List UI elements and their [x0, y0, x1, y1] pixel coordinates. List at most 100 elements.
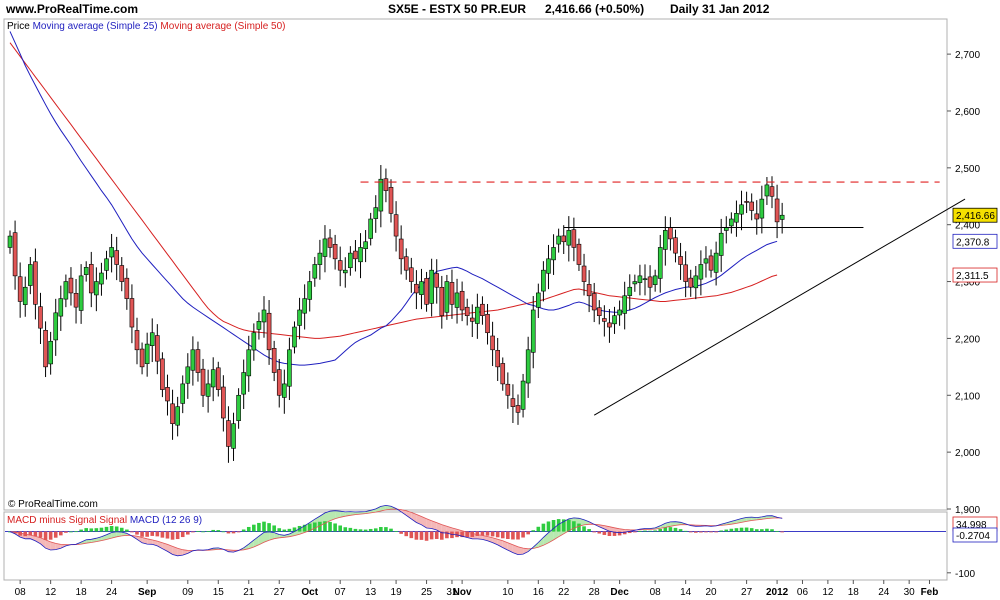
macd-hist-bar: [709, 531, 713, 533]
last-value-badge: [952, 527, 998, 543]
y-tick-label: 2,600: [955, 107, 980, 118]
candle-body: [469, 317, 475, 322]
instrument-name: SX5E - ESTX 50 PR.EUR: [388, 2, 527, 16]
legend-ma50[interactable]: Moving average (Simple 50): [160, 21, 286, 32]
macd-signal-fill: [147, 538, 153, 545]
price-legend: Price Moving average (Simple 25) Moving …: [7, 21, 285, 32]
macd-hist-bar: [180, 531, 185, 538]
macd-signal-fill: [172, 546, 178, 556]
candle-body: [302, 298, 307, 314]
macd-signal-fill: [416, 514, 422, 525]
x-tick-label: 27: [741, 587, 753, 598]
x-tick-label: 19: [391, 587, 403, 598]
x-tick-label: 31: [446, 587, 458, 598]
macd-hist-bar: [399, 531, 403, 534]
macd-signal-fill: [624, 529, 630, 533]
macd-signal-fill: [142, 537, 148, 545]
candle-body: [180, 383, 186, 404]
candle-body: [551, 247, 556, 261]
candle-body: [221, 386, 226, 419]
candle-body: [282, 383, 287, 398]
candle-body: [337, 260, 343, 271]
candle-body: [429, 269, 434, 304]
watermark: © ProRealTime.com: [8, 499, 98, 510]
legend-ma25[interactable]: Moving average (Simple 25): [32, 21, 158, 32]
macd-hist-bar: [221, 531, 226, 533]
candle-body: [439, 286, 445, 316]
site-title[interactable]: www.ProRealTime.com: [6, 2, 139, 16]
candle-body: [556, 235, 561, 245]
macd-hist-bar: [318, 521, 322, 532]
y-tick-label: 2,100: [955, 391, 980, 402]
macd-hist-bar: [186, 531, 190, 535]
last-value-label: 2,370.8: [956, 237, 990, 248]
ma25-line: [9, 31, 778, 366]
candle-body: [424, 278, 429, 305]
candle-body: [205, 383, 211, 397]
macd-hist-bar: [760, 529, 764, 532]
macd-hist-bar: [368, 528, 373, 532]
macd-hist-bar: [526, 531, 530, 535]
candle-body: [58, 298, 64, 317]
candle-body: [713, 252, 719, 273]
macd-signal-fill: [614, 527, 620, 533]
candle-body: [403, 256, 409, 271]
candle-body: [53, 312, 59, 341]
macd-hist-bar: [18, 531, 22, 536]
candle-body: [175, 406, 180, 426]
x-tick-label: 21: [243, 587, 255, 598]
macd-hist-bar: [622, 531, 627, 535]
macd-hist-bar: [307, 523, 312, 532]
candle-body: [63, 281, 69, 300]
candle-body: [561, 235, 567, 243]
candle-body: [12, 232, 18, 277]
macd-hist-bar: [627, 531, 632, 534]
macd-hist-bar: [495, 531, 500, 538]
candle-body: [749, 201, 754, 211]
macd-signal-fill: [116, 531, 122, 537]
x-tick-label: 06: [797, 587, 809, 598]
macd-hist-bar: [89, 528, 94, 532]
y-tick-label: 1,900: [955, 505, 980, 516]
candle-body: [409, 267, 414, 282]
candle-body: [317, 252, 323, 265]
macd-hist-bar: [125, 529, 129, 532]
candle-body: [17, 276, 23, 302]
candle-body: [541, 269, 546, 292]
period-date: Daily 31 Jan 2012: [670, 2, 770, 16]
candle-body: [94, 281, 99, 296]
macd-hist-bar: [389, 528, 393, 532]
x-tick-label: 10: [502, 587, 514, 598]
candle-body: [688, 277, 694, 288]
last-price-change: 2,416.66 (+0.50%): [545, 2, 645, 16]
macd-hist-bar: [577, 523, 581, 532]
candle-body: [774, 198, 780, 223]
candle-body: [33, 261, 38, 305]
candle-body: [155, 335, 160, 362]
candle-body: [546, 258, 551, 274]
macd-hist-bar: [694, 531, 698, 533]
candle-body: [602, 318, 607, 322]
candle-body: [779, 214, 785, 220]
candle-body: [7, 235, 13, 248]
macd-hist-bar: [475, 531, 480, 536]
candle-body: [642, 278, 648, 281]
macd-hist-bar: [287, 528, 292, 532]
macd-hist-bar: [739, 527, 744, 532]
candle-body: [78, 275, 84, 311]
macd-hist-bar: [191, 531, 195, 533]
legend-macd-histogram[interactable]: MACD minus Signal Signal: [7, 515, 128, 526]
candle-body: [729, 218, 734, 227]
macd-signal-fill: [86, 539, 92, 544]
candle-body: [718, 232, 724, 256]
candle-body: [622, 295, 627, 314]
candle-body: [358, 247, 363, 263]
x-tick-label: 27: [274, 587, 286, 598]
candle-body: [99, 272, 104, 285]
x-tick-label: 30: [904, 587, 916, 598]
macd-hist-bar: [765, 528, 769, 532]
macd-hist-bar: [612, 531, 617, 536]
trendline: [593, 198, 966, 416]
candle-body: [515, 405, 521, 413]
legend-macd[interactable]: MACD (12 26 9): [129, 515, 203, 526]
